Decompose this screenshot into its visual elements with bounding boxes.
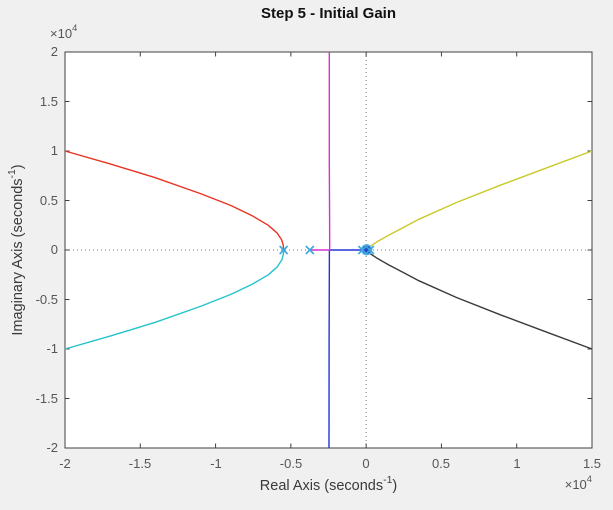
pole-marker-x[interactable] xyxy=(305,245,315,255)
locus-branch-blue[interactable] xyxy=(328,249,367,449)
y-tick-label: -1 xyxy=(46,341,58,356)
plot-title: Step 5 - Initial Gain xyxy=(260,5,397,22)
y-tick-label: -0.5 xyxy=(35,292,58,307)
y-tick-label: 0 xyxy=(50,242,58,257)
y-tick-label: 2 xyxy=(50,44,58,59)
y-tick-label: 1 xyxy=(50,143,58,158)
locus-branch-black[interactable] xyxy=(368,251,593,350)
x-tick-label: -1.5 xyxy=(128,456,152,471)
y-tick-label: -2 xyxy=(46,440,58,455)
x-axis-exponent: ×104 xyxy=(564,474,592,492)
y-axis-exponent: ×104 xyxy=(50,23,78,41)
pole-marker-x[interactable] xyxy=(279,245,289,255)
y-tick-label: -1.5 xyxy=(35,391,58,406)
y-tick-label: 1.5 xyxy=(39,94,58,109)
y-axis-label: Imaginary Axis (seconds-1) xyxy=(6,164,26,336)
x-tick-label: 1 xyxy=(513,456,521,471)
x-tick-label: 0 xyxy=(362,456,370,471)
x-tick-label: -0.5 xyxy=(279,456,303,471)
y-tick-label: 0.5 xyxy=(39,193,58,208)
x-tick-label: 1.5 xyxy=(582,456,602,471)
pole-marker-x[interactable] xyxy=(365,245,375,255)
x-tick-label: -2 xyxy=(59,456,71,471)
locus-branch-yellow[interactable] xyxy=(368,150,593,249)
locus-branch-magenta[interactable] xyxy=(309,52,331,251)
x-tick-label: -1 xyxy=(210,456,222,471)
locus-branch-cyan[interactable] xyxy=(64,249,285,350)
locus-branch-red[interactable] xyxy=(64,150,285,251)
x-tick-label: 0.5 xyxy=(431,456,451,471)
x-axis-label: Real Axis (seconds-1) xyxy=(259,474,398,494)
pole-marker-x[interactable] xyxy=(357,245,367,255)
